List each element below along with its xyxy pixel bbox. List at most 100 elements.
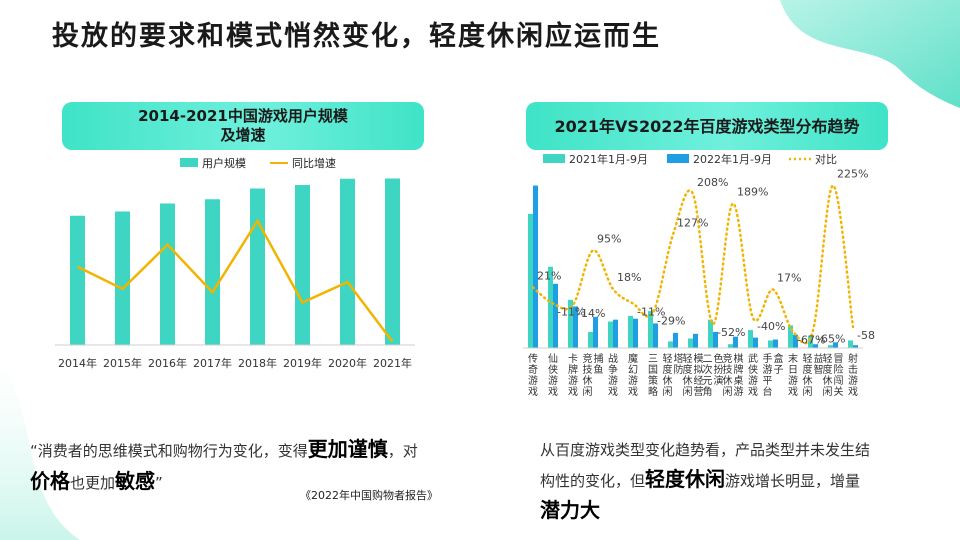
quote-source: 《2022年中国购物者报告》: [300, 489, 438, 502]
x-tick-label: 2014年: [58, 356, 97, 370]
quote-mid2: 也更加: [70, 474, 116, 492]
bar-user-scale-2020年: [340, 178, 355, 345]
bar-user-scale-2019年: [295, 185, 310, 345]
bar-2021-武侠游戏: [748, 330, 753, 348]
bar-user-scale-2015年: [115, 211, 130, 345]
compare-point-label: 18%: [617, 271, 641, 284]
summary-emphasis-casual: 轻度休闲: [645, 467, 726, 491]
bar-2022-三国策略: [653, 323, 658, 348]
legend-swatch-2021: [543, 154, 565, 163]
x-tick-label: 三国策略: [648, 354, 658, 398]
legend-swatch-0: [180, 158, 198, 167]
compare-point-label: -11%: [557, 306, 585, 319]
x-tick-label: 2020年: [328, 356, 367, 370]
bar-2021-魔幻游戏: [628, 315, 633, 348]
quote-close: ”: [155, 474, 163, 492]
legend-label-2022: 2022年1月-9月: [693, 152, 772, 166]
x-tick-label: 2015年: [103, 356, 142, 370]
quote-emphasis-price: 价格: [30, 469, 70, 493]
bar-2021-手游平台盒子: [768, 340, 773, 348]
bar-2022-轻度休闲模拟经营: [693, 333, 698, 348]
bar-2022-末日游戏: [793, 334, 798, 348]
legend-label-compare: 对比: [815, 152, 837, 166]
x-tick-label: 末日游戏: [788, 352, 798, 398]
bar-2022-射击游戏: [853, 345, 858, 348]
x-tick-label: 竞技休闲: [583, 352, 593, 398]
x-tick-label: 塔防: [674, 352, 684, 376]
x-tick-label: 2018年: [238, 356, 277, 370]
x-tick-label: 捕鱼: [594, 352, 604, 376]
legend-label-1: 同比增速: [292, 156, 336, 170]
x-tick-label: 竞技休闲: [723, 352, 733, 398]
bar-2021-竞技休闲捕鱼: [588, 331, 593, 348]
bar-user-scale-2021年: [385, 178, 400, 345]
right-chart-title: 2021年VS2022年百度游戏类型分布趋势: [554, 116, 860, 136]
x-tick-label: 二次元角: [703, 354, 713, 398]
x-tick-label: 轻度休闲: [663, 352, 673, 398]
x-tick-label: 2021年: [373, 356, 412, 370]
bar-2022-竞技休闲捕鱼: [593, 316, 598, 348]
bar-user-scale-2018年: [250, 188, 265, 345]
x-tick-label: 盒子: [774, 352, 784, 376]
left-chart-header: 2014-2021中国游戏用户规模 及增速: [62, 102, 424, 150]
summary-part1: 从百度游戏类型变化趋势看，产品类型并未发生结构性的变化，但: [540, 441, 871, 490]
compare-line: [531, 184, 855, 345]
x-tick-label: 棋牌桌游: [734, 352, 744, 398]
bar-2021-竞技休闲棋牌桌游: [728, 344, 733, 348]
bar-2022-轻度休闲益智: [813, 344, 818, 348]
bar-2022-战争游戏: [613, 319, 618, 348]
x-tick-label: 手游平台: [763, 352, 773, 398]
compare-point-label: 127%: [677, 217, 708, 230]
x-tick-label: 益智: [814, 352, 824, 376]
compare-point-label: 189%: [737, 186, 768, 199]
left-chart-title-line1: 2014-2021中国游戏用户规模: [138, 107, 348, 125]
x-tick-label: 轻度休闲: [683, 352, 693, 398]
bar-user-scale-2017年: [205, 199, 220, 345]
quote-emphasis-cautious: 更加谨慎: [307, 437, 388, 461]
x-tick-label: 轻度休闲: [803, 352, 813, 398]
legend-label-0: 用户规模: [202, 156, 246, 170]
x-tick-label: 战争游戏: [608, 353, 618, 398]
bar-2022-魔幻游戏: [633, 318, 638, 348]
x-tick-label: 2019年: [283, 356, 322, 370]
bottom-left-decoration: [0, 360, 80, 540]
bar-2022-二次元角色扮演: [713, 331, 718, 348]
compare-point-label: 17%: [777, 272, 801, 285]
quote-mid: ，对: [387, 442, 418, 460]
growth-rate-line: [76, 218, 394, 343]
bar-2021-战争游戏: [608, 321, 613, 348]
compare-point-label: 208%: [697, 176, 728, 189]
x-tick-label: 2017年: [193, 356, 232, 370]
bar-2021-仙侠游戏: [548, 266, 553, 348]
bar-2022-手游平台盒子: [773, 339, 778, 348]
compare-point-label: 21%: [537, 270, 561, 283]
right-chart-header: 2021年VS2022年百度游戏类型分布趋势: [526, 102, 888, 150]
bar-2021-卡牌游戏: [568, 299, 573, 348]
x-tick-label: 魔幻游戏: [628, 352, 638, 398]
legend-label-2021: 2021年1月-9月: [569, 152, 648, 166]
compare-point-label: -14%: [577, 307, 605, 320]
bar-user-scale-2016年: [160, 203, 175, 345]
compare-point-label: -11%: [637, 306, 665, 319]
x-tick-label: 冒险闯关: [834, 353, 844, 398]
x-tick-label: 轻度休闲: [823, 352, 833, 398]
summary-emphasis-potential: 潜力大: [540, 498, 600, 522]
trend-summary: 从百度游戏类型变化趋势看，产品类型并未发生结构性的变化，但轻度休闲游戏增长明显，…: [540, 436, 870, 527]
compare-point-label: -67%: [797, 334, 825, 347]
x-tick-label: 武侠游戏: [748, 352, 758, 398]
bar-2022-竞技休闲棋牌桌游: [733, 336, 738, 348]
bar-2021-轻度休闲塔防: [668, 341, 673, 348]
bar-2021-二次元角色扮演: [708, 319, 713, 348]
bar-2021-传奇游戏: [528, 213, 533, 348]
x-tick-label: 2016年: [148, 356, 187, 370]
page-title: 投放的要求和模式悄然变化，轻度休闲应运而生: [52, 21, 661, 52]
bar-2022-轻度休闲塔防: [673, 332, 678, 348]
x-tick-label: 模拟经营: [694, 353, 704, 398]
user-scale-chart: 用户规模 同比增速 2014年 2015年 2016年 2017年 2018年 2019年 20…: [55, 156, 415, 370]
bar-2021-轻度休闲模拟经营: [688, 338, 693, 348]
bar-2021-轻度休闲冒险闯关: [828, 345, 833, 348]
quote-emphasis-sensitive: 敏感: [115, 469, 156, 493]
compare-point-label: -29%: [657, 315, 685, 328]
compare-point-label: -58%: [857, 329, 875, 342]
bar-2022-传奇游戏: [533, 185, 538, 348]
